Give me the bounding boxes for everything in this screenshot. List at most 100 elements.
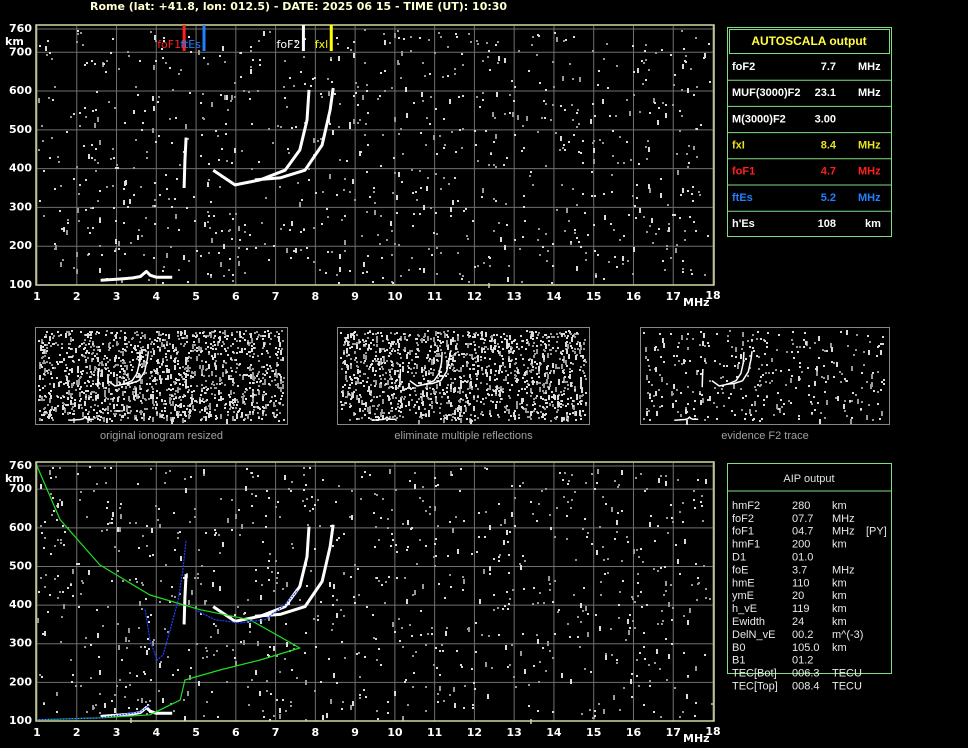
- x-tick-label: 15: [586, 726, 601, 739]
- plot-frame: [35, 461, 715, 722]
- x-tick-label: 17: [666, 726, 681, 739]
- trace: [182, 574, 188, 625]
- trace: [399, 368, 402, 388]
- aip-value: 04.7: [792, 526, 813, 538]
- x-tick-label: 5: [192, 726, 200, 739]
- row-label: h'Es: [732, 218, 755, 230]
- x-tick-label: 1: [33, 290, 41, 303]
- trace: [36, 704, 151, 721]
- aip-name: TEC[Top]: [732, 681, 778, 693]
- row-label: M(3000)F2: [732, 113, 786, 125]
- aip-value: 07.7: [792, 513, 813, 525]
- aip-unit: km: [832, 642, 847, 654]
- noise: [37, 467, 713, 724]
- thumbnail-frame: [35, 327, 288, 425]
- trace: [97, 368, 100, 388]
- marker-label: foF2: [276, 38, 300, 51]
- aip-unit: TECU: [832, 681, 862, 693]
- x-tick-label: 8: [312, 726, 320, 739]
- trace: [254, 524, 335, 618]
- row-value: 7.7: [821, 61, 836, 73]
- row-label: foF1: [732, 166, 755, 178]
- autoscala-title-box: [729, 29, 890, 54]
- x-tick-label: 3: [113, 726, 121, 739]
- y-tick-label: 600: [9, 521, 32, 534]
- aip-unit: km: [832, 500, 847, 512]
- aip-unit: km: [832, 590, 847, 602]
- y-tick-label: 600: [9, 84, 32, 97]
- aip-name: foF1: [732, 526, 754, 538]
- aip-unit: km: [832, 539, 847, 551]
- aip-value: 01.0: [792, 552, 813, 564]
- thumbnail-caption: evidence F2 trace: [721, 430, 808, 442]
- aip-title: AIP output: [783, 473, 834, 485]
- thumbnail-caption: eliminate multiple reflections: [394, 430, 533, 442]
- aip-unit: m^(-3): [832, 629, 863, 641]
- marker-label: ftEs: [180, 38, 201, 51]
- x-tick-label: 4: [152, 726, 160, 739]
- x-tick-label: 8: [312, 290, 320, 303]
- trace: [711, 351, 745, 387]
- aip-name: hmE: [732, 577, 755, 589]
- trace: [194, 589, 299, 624]
- x-tick-label: 12: [467, 726, 482, 739]
- x-tick-label: 16: [626, 726, 642, 739]
- aip-name: foE: [732, 564, 749, 576]
- y-tick-label: 100: [9, 278, 32, 291]
- trace: [725, 351, 753, 385]
- x-tick-label: 12: [467, 290, 482, 303]
- x-tick-label: 6: [232, 290, 240, 303]
- aip-unit: km: [832, 577, 847, 589]
- x-tick-label: 13: [507, 290, 522, 303]
- x-tick-label: 11: [427, 726, 442, 739]
- aip-name: B0: [732, 642, 745, 654]
- trace: [182, 137, 188, 189]
- x-tick-label: 18: [705, 725, 720, 738]
- aip-unit: TECU: [832, 668, 862, 680]
- thumbnail-frame: [337, 327, 590, 425]
- y-tick-label: 700: [9, 482, 32, 495]
- marker-label: fxl: [315, 38, 328, 51]
- row-value: 4.7: [821, 166, 836, 178]
- aip-value: 00.2: [792, 629, 813, 641]
- aip-value: 008.4: [792, 681, 820, 693]
- noise: [643, 330, 885, 425]
- x-tick-label: 11: [427, 290, 442, 303]
- aip-unit: MHz: [832, 564, 855, 576]
- row-value: 8.4: [821, 140, 837, 152]
- x-tick-label: 14: [546, 726, 562, 739]
- aip-value: 01.2: [792, 655, 813, 667]
- aip-value: 119: [792, 603, 810, 615]
- aip-name: h_vE: [732, 603, 757, 615]
- marker-label: foF1: [157, 38, 181, 51]
- aip-flag: [PY]: [866, 526, 887, 538]
- x-tick-label: 5: [192, 290, 200, 303]
- aip-value: 006.3: [792, 668, 820, 680]
- trace: [121, 351, 150, 385]
- aip-name: Ewidth: [732, 616, 765, 628]
- trace: [212, 89, 311, 187]
- y-tick-label: 500: [9, 559, 32, 572]
- autoscala-title: AUTOSCALA output: [751, 34, 866, 48]
- x-tick-label: 6: [232, 726, 240, 739]
- y-tick-label: 700: [9, 45, 32, 58]
- y-tick-label: 300: [9, 200, 32, 213]
- y-tick-label: 760: [9, 459, 32, 472]
- autoscala-panel: [727, 27, 892, 237]
- trace: [409, 351, 443, 387]
- row-label: ftEs: [732, 192, 753, 204]
- x-tick-label: 14: [546, 290, 562, 303]
- x-tick-label: 7: [272, 290, 280, 303]
- x-tick-label: 15: [586, 290, 601, 303]
- trace: [144, 539, 187, 661]
- row-unit: MHz: [858, 192, 881, 204]
- header: Rome (lat: +41.8, lon: 012.5) - DATE: 20…: [90, 0, 507, 13]
- noise: [643, 330, 883, 424]
- y-tick-label: 760: [9, 22, 32, 35]
- y-tick-label: 500: [9, 123, 32, 136]
- aip-unit: km: [832, 603, 847, 615]
- aip-value: 280: [792, 500, 810, 512]
- thumbnail-frame: [640, 327, 890, 425]
- aip-name: ymE: [732, 590, 754, 602]
